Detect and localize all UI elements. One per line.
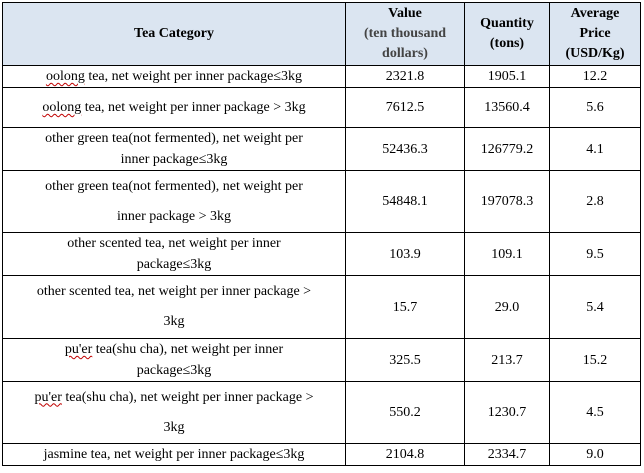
header-value-line1: Value (388, 6, 422, 21)
header-quantity: Quantity (tons) (464, 2, 550, 66)
header-tea-category: Tea Category (2, 2, 346, 66)
row-category: pu'er tea(shu cha), net weight per inner… (2, 338, 346, 382)
category-line2: 3kg (163, 419, 185, 435)
row-value: 325.5 (345, 338, 465, 382)
row-price: 9.0 (549, 443, 641, 466)
row-category: other scented tea, net weight per inner p… (2, 232, 346, 276)
row-price: 12.2 (549, 65, 641, 88)
row-value: 7612.5 (345, 87, 465, 128)
row-category: other scented tea, net weight per inner … (2, 275, 346, 339)
row-price: 15.2 (549, 338, 641, 382)
category-text: tea, net weight per inner package≤3kg (84, 69, 303, 84)
row-value: 2104.8 (345, 443, 465, 466)
category-text: tea, net weight per inner package > 3kg (81, 100, 306, 115)
table-row: other scented tea, net weight per inner p… (2, 232, 641, 276)
row-quantity: 2334.7 (464, 443, 550, 466)
category-line1: pu'er tea(shu cha), net weight per inner… (9, 383, 339, 413)
tea-data-table: Tea Category Value (ten thousand dollars… (2, 2, 641, 466)
category-line2: package≤3kg (136, 363, 212, 378)
row-value: 550.2 (345, 381, 465, 444)
row-price: 5.6 (549, 87, 641, 128)
category-text: tea(shu cha), net weight per inner packa… (61, 389, 314, 405)
table-header: Tea Category Value (ten thousand dollars… (2, 2, 641, 66)
row-quantity: 213.7 (464, 338, 550, 382)
row-value: 2321.8 (345, 65, 465, 88)
row-price: 4.1 (549, 127, 641, 171)
header-row: Tea Category Value (ten thousand dollars… (2, 2, 641, 66)
tea-data-table-container: Tea Category Value (ten thousand dollars… (2, 2, 641, 466)
category-word: oolong (45, 69, 85, 84)
row-quantity: 126779.2 (464, 127, 550, 171)
category-text: tea(shu cha), net weight per inner (92, 342, 284, 357)
category-line2: inner package≤3kg (120, 152, 228, 167)
header-value: Value (ten thousand dollars) (345, 2, 465, 66)
header-price-line1: Average (570, 6, 620, 21)
row-price: 4.5 (549, 381, 641, 444)
row-category: jasmine tea, net weight per inner packag… (2, 443, 346, 466)
table-body: oolong tea, net weight per inner package… (2, 65, 641, 466)
row-category: other green tea(not fermented), net weig… (2, 170, 346, 233)
table-row: other green tea(not fermented), net weig… (2, 127, 641, 171)
header-price-line2: Price (579, 26, 611, 41)
table-row: pu'er tea(shu cha), net weight per inner… (2, 381, 641, 444)
category-line1: other green tea(not fermented), net weig… (45, 178, 303, 194)
category-line1: other green tea(not fermented), net weig… (45, 131, 303, 146)
category-word: oolong (42, 100, 82, 115)
table-row: oolong tea, net weight per inner package… (2, 87, 641, 128)
table-row: jasmine tea, net weight per inner packag… (2, 443, 641, 466)
table-row: other scented tea, net weight per inner … (2, 275, 641, 339)
row-category: oolong tea, net weight per inner package… (2, 65, 346, 88)
header-average-price: Average Price (USD/Kg) (549, 2, 641, 66)
category-word: pu'er (64, 342, 93, 357)
row-value: 103.9 (345, 232, 465, 276)
table-row: oolong tea, net weight per inner package… (2, 65, 641, 88)
table-row: pu'er tea(shu cha), net weight per inner… (2, 338, 641, 382)
header-value-line3: dollars) (382, 46, 428, 61)
row-category: oolong tea, net weight per inner package… (2, 87, 346, 128)
row-price: 2.8 (549, 170, 641, 233)
row-category: other green tea(not fermented), net weig… (2, 127, 346, 171)
row-category: pu'er tea(shu cha), net weight per inner… (2, 381, 346, 444)
category-line1: other scented tea, net weight per inner (67, 236, 281, 251)
row-quantity: 1905.1 (464, 65, 550, 88)
row-quantity: 1230.7 (464, 381, 550, 444)
header-value-line2: (ten thousand (363, 26, 447, 41)
category-line2: package≤3kg (136, 257, 212, 272)
category-word: pu'er (34, 389, 62, 405)
row-quantity: 13560.4 (464, 87, 550, 128)
category-line1: other scented tea, net weight per inner … (36, 284, 312, 299)
row-value: 52436.3 (345, 127, 465, 171)
header-category-text: Tea Category (134, 26, 214, 41)
category-line2: 3kg (163, 314, 185, 329)
row-price: 9.5 (549, 232, 641, 276)
table-row: other green tea(not fermented), net weig… (2, 170, 641, 233)
header-quantity-line2: (tons) (489, 36, 525, 51)
row-quantity: 29.0 (464, 275, 550, 339)
header-price-line3: (USD/Kg) (565, 46, 625, 61)
category-line2: inner package > 3kg (116, 208, 232, 224)
row-quantity: 197078.3 (464, 170, 550, 233)
row-price: 5.4 (549, 275, 641, 339)
row-quantity: 109.1 (464, 232, 550, 276)
category-line1: pu'er tea(shu cha), net weight per inner (9, 339, 339, 360)
header-quantity-line1: Quantity (480, 16, 534, 31)
row-value: 15.7 (345, 275, 465, 339)
row-value: 54848.1 (345, 170, 465, 233)
